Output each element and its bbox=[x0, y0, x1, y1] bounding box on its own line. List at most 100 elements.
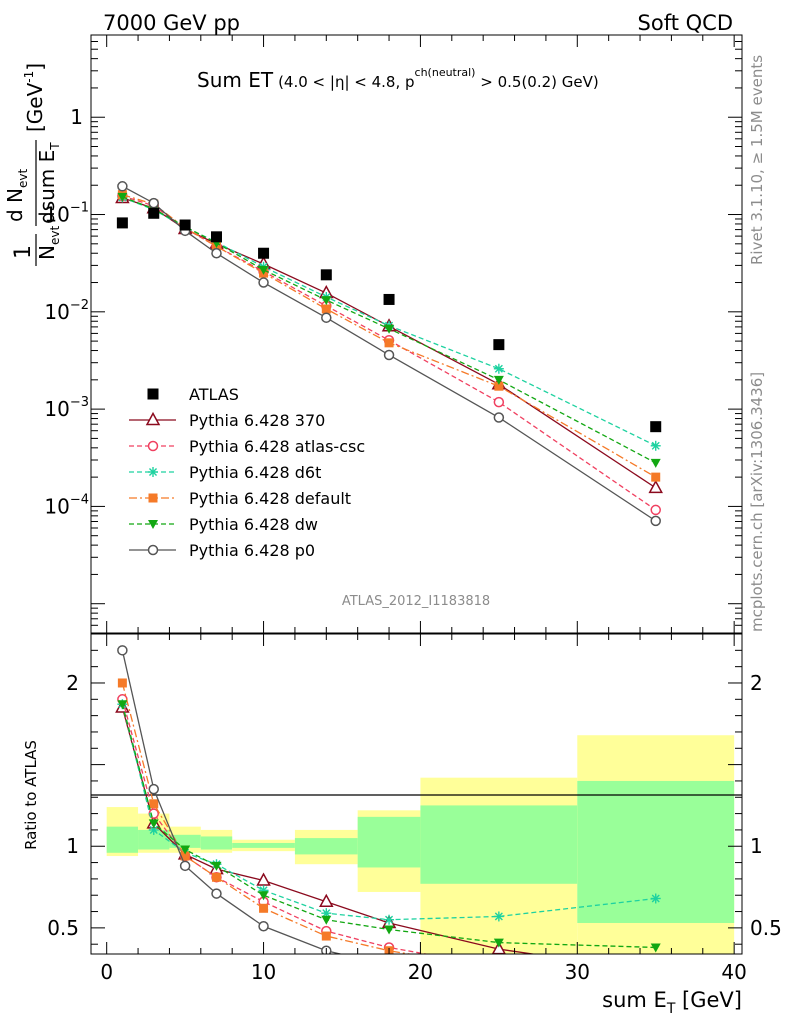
series-point-ratio bbox=[259, 903, 269, 913]
series-point-ratio bbox=[148, 783, 159, 795]
series-line-top bbox=[122, 196, 657, 464]
series-point-ratio bbox=[258, 920, 269, 932]
legend-label: Pythia 6.428 p0 bbox=[189, 541, 315, 560]
series-line-ratio bbox=[121, 682, 414, 954]
ratio-band-inner bbox=[232, 842, 295, 848]
legend-label: Pythia 6.428 d6t bbox=[189, 463, 321, 482]
legend-marker bbox=[145, 411, 161, 426]
y-tick-label-top: 1 bbox=[70, 105, 83, 129]
legend-label: Pythia 6.428 default bbox=[189, 489, 351, 508]
plot-title-cut-sup: ch(neutral) bbox=[415, 66, 476, 79]
y-tick-label-ratio-right: 2 bbox=[750, 671, 763, 695]
series-point-ratio bbox=[211, 888, 222, 899]
plot-title-cut-b: > 0.5(0.2) GeV) bbox=[475, 73, 598, 91]
series-point-ratio bbox=[180, 845, 191, 855]
legend: ATLAS Pythia 6.428 370 Pythia 6.428 atlas-… bbox=[129, 385, 365, 560]
data-point bbox=[650, 421, 662, 433]
y-axis-label-top: 1 Nevt d Nevt dsum ET [GeV-1] bbox=[3, 63, 62, 266]
series-point-top bbox=[650, 458, 661, 468]
legend-marker bbox=[147, 388, 159, 400]
legend-marker bbox=[148, 493, 158, 503]
header-process-label: Soft QCD bbox=[638, 11, 733, 35]
series-point-ratio bbox=[321, 908, 332, 919]
series-point-top bbox=[384, 324, 395, 334]
series-point-ratio bbox=[384, 925, 395, 935]
y-tick-label-ratio: 2 bbox=[66, 671, 79, 695]
ratio-band-inner bbox=[200, 836, 233, 850]
legend-label: Pythia 6.428 370 bbox=[189, 411, 325, 430]
series-point-ratio bbox=[211, 872, 221, 882]
y-tick-label-ratio: 1 bbox=[66, 834, 79, 858]
data-point bbox=[148, 207, 160, 219]
x-axis-label: sum ET [GeV] bbox=[602, 988, 742, 1017]
series-point-ratio bbox=[117, 645, 128, 656]
data-point bbox=[210, 231, 222, 243]
series-point-ratio bbox=[321, 931, 331, 941]
series-line-ratio bbox=[121, 704, 656, 921]
x-tick-label: 20 bbox=[408, 960, 433, 984]
ratio-band-inner bbox=[169, 834, 201, 848]
series-point-top bbox=[650, 504, 661, 516]
series-point-ratio bbox=[321, 915, 332, 925]
y-tick-label-ratio-right: 0.5 bbox=[750, 916, 782, 940]
data-point bbox=[493, 339, 505, 351]
data-point bbox=[320, 269, 332, 281]
y-tick-label-ratio: 0.5 bbox=[47, 916, 79, 940]
series-line-ratio bbox=[121, 699, 430, 954]
series-point-top bbox=[321, 312, 332, 323]
plot-title-cut-a: (4.0 < |η| < 4.8, p bbox=[278, 73, 414, 91]
legend-marker bbox=[148, 467, 158, 477]
series-point-top bbox=[493, 396, 505, 408]
data-point bbox=[258, 247, 270, 259]
ratio-band-inner bbox=[357, 816, 421, 868]
series-point-ratio bbox=[149, 799, 159, 809]
legend-marker bbox=[148, 520, 158, 529]
ylabel-num: d Nevt bbox=[3, 169, 30, 223]
ylabel-n: Nevt bbox=[35, 226, 62, 260]
series-point-ratio bbox=[117, 678, 127, 688]
series-point-top bbox=[650, 440, 661, 451]
legend-label: ATLAS bbox=[189, 385, 239, 404]
series-point-top bbox=[117, 192, 128, 202]
ylabel-unit: [GeV-1] bbox=[22, 63, 47, 132]
series-point-ratio bbox=[384, 914, 395, 925]
legend-label: Pythia 6.428 dw bbox=[189, 515, 318, 534]
series-point-top bbox=[493, 412, 505, 423]
series-point-ratio bbox=[650, 943, 661, 953]
y-tick-label-ratio-right: 1 bbox=[750, 834, 763, 858]
legend-label: Pythia 6.428 atlas-csc bbox=[189, 437, 365, 456]
series-point-top bbox=[117, 181, 128, 192]
top-panel-frame bbox=[90, 34, 743, 634]
y-tick-label-top: 10−2 bbox=[44, 298, 89, 324]
series-point-top bbox=[494, 381, 504, 391]
legend-marker bbox=[147, 440, 159, 452]
series-point-top bbox=[258, 265, 269, 275]
header-energy-label: 7000 GeV pp bbox=[103, 11, 240, 35]
series-point-ratio bbox=[179, 860, 191, 872]
series-point-ratio bbox=[258, 891, 269, 901]
ratio-panel-frame bbox=[90, 633, 743, 955]
series-point-top bbox=[383, 349, 395, 361]
ratio-band-inner bbox=[138, 829, 170, 850]
data-point bbox=[383, 293, 395, 305]
series-point-ratio bbox=[319, 893, 334, 908]
y-tick-label-top: 10−3 bbox=[44, 395, 89, 421]
series-point-top bbox=[650, 515, 661, 527]
series-point-top bbox=[258, 277, 269, 288]
series-point-ratio bbox=[493, 938, 504, 948]
plot-title-main: Sum ET bbox=[197, 68, 274, 92]
ylabel-prefix: 1 bbox=[11, 245, 36, 259]
series-point-ratio bbox=[180, 851, 190, 861]
ratio-band-inner bbox=[294, 838, 358, 855]
y-tick-label-top: 10−4 bbox=[44, 492, 89, 518]
x-tick-label: 0 bbox=[100, 960, 113, 984]
series-point-top bbox=[651, 472, 661, 482]
series-point-ratio bbox=[148, 824, 159, 835]
ratio-band-inner bbox=[106, 826, 139, 853]
plot-title: Sum ET (4.0 < |η| < 4.8, pch(neutral) > 0… bbox=[197, 66, 599, 92]
data-point bbox=[116, 217, 128, 229]
rivet-label: Rivet 3.1.10, ≥ 1.5M events bbox=[748, 55, 766, 265]
series-point-top bbox=[493, 375, 504, 385]
series-point-ratio bbox=[493, 911, 504, 922]
